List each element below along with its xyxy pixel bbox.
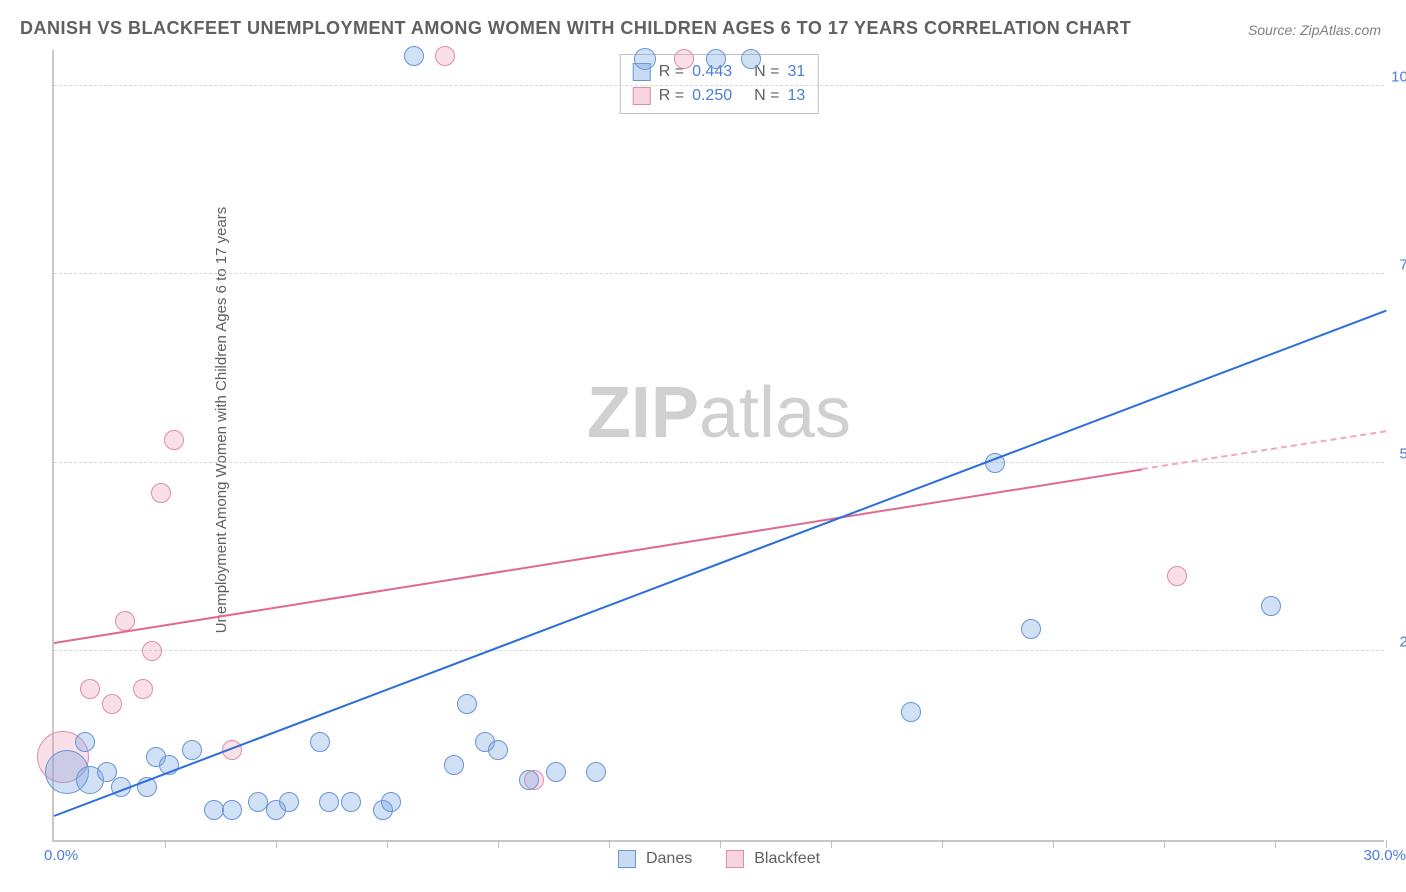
data-point bbox=[901, 702, 921, 722]
swatch-pink-icon bbox=[633, 87, 651, 105]
data-point bbox=[381, 792, 401, 812]
legend-swatch-pink-icon bbox=[726, 850, 744, 868]
watermark: ZIPatlas bbox=[587, 372, 851, 454]
data-point bbox=[741, 49, 761, 69]
data-point bbox=[519, 770, 539, 790]
y-tick-label: 100.0% bbox=[1391, 68, 1406, 85]
x-tick bbox=[276, 840, 277, 848]
data-point bbox=[706, 49, 726, 69]
data-point bbox=[674, 49, 694, 69]
y-tick-label: 25.0% bbox=[1399, 634, 1406, 651]
n-value-pink: 13 bbox=[787, 84, 805, 108]
legend-label-danes: Danes bbox=[646, 850, 692, 868]
data-point bbox=[222, 800, 242, 820]
data-point bbox=[182, 740, 202, 760]
data-point bbox=[133, 679, 153, 699]
legend-swatch-blue-icon bbox=[618, 850, 636, 868]
gridline bbox=[54, 273, 1384, 274]
watermark-zip: ZIP bbox=[587, 373, 699, 453]
data-point bbox=[435, 46, 455, 66]
x-axis-min-label: 0.0% bbox=[44, 847, 78, 864]
chart-title: DANISH VS BLACKFEET UNEMPLOYMENT AMONG W… bbox=[20, 18, 1131, 39]
data-point bbox=[75, 732, 95, 752]
n-label: N = bbox=[754, 84, 779, 108]
data-point bbox=[80, 679, 100, 699]
data-point bbox=[279, 792, 299, 812]
trend-line bbox=[54, 310, 1387, 817]
x-tick bbox=[498, 840, 499, 848]
legend-label-blackfeet: Blackfeet bbox=[754, 850, 820, 868]
data-point bbox=[457, 694, 477, 714]
source-attribution: Source: ZipAtlas.com bbox=[1248, 22, 1381, 38]
x-tick bbox=[387, 840, 388, 848]
data-point bbox=[341, 792, 361, 812]
r-value-pink: 0.250 bbox=[692, 84, 732, 108]
gridline bbox=[54, 85, 1384, 86]
x-tick bbox=[1053, 840, 1054, 848]
y-tick-label: 75.0% bbox=[1399, 257, 1406, 274]
x-tick bbox=[831, 840, 832, 848]
n-value-blue: 31 bbox=[787, 60, 805, 84]
data-point bbox=[1167, 566, 1187, 586]
data-point bbox=[151, 483, 171, 503]
x-axis-max-label: 30.0% bbox=[1363, 847, 1406, 864]
data-point bbox=[310, 732, 330, 752]
data-point bbox=[115, 611, 135, 631]
data-point bbox=[1261, 596, 1281, 616]
data-point bbox=[546, 762, 566, 782]
data-point bbox=[1021, 619, 1041, 639]
x-tick bbox=[942, 840, 943, 848]
watermark-atlas: atlas bbox=[699, 373, 851, 453]
stats-row-pink: R = 0.250 N = 13 bbox=[633, 84, 806, 108]
y-tick-label: 50.0% bbox=[1399, 445, 1406, 462]
plot-area: ZIPatlas R = 0.443 N = 31 R = 0.250 N = … bbox=[52, 50, 1384, 842]
x-tick bbox=[1275, 840, 1276, 848]
x-tick bbox=[720, 840, 721, 848]
trend-line bbox=[54, 468, 1142, 643]
data-point bbox=[488, 740, 508, 760]
data-point bbox=[404, 46, 424, 66]
data-point bbox=[164, 430, 184, 450]
x-tick bbox=[609, 840, 610, 848]
data-point bbox=[142, 641, 162, 661]
gridline bbox=[54, 650, 1384, 651]
data-point bbox=[102, 694, 122, 714]
x-tick bbox=[165, 840, 166, 848]
data-point bbox=[634, 48, 656, 70]
data-point bbox=[586, 762, 606, 782]
data-point bbox=[319, 792, 339, 812]
trend-line bbox=[1142, 431, 1387, 471]
r-label: R = bbox=[659, 84, 684, 108]
data-point bbox=[444, 755, 464, 775]
x-tick bbox=[1386, 840, 1387, 848]
legend: Danes Blackfeet bbox=[618, 850, 820, 868]
x-tick bbox=[1164, 840, 1165, 848]
chart-container: DANISH VS BLACKFEET UNEMPLOYMENT AMONG W… bbox=[0, 0, 1406, 892]
